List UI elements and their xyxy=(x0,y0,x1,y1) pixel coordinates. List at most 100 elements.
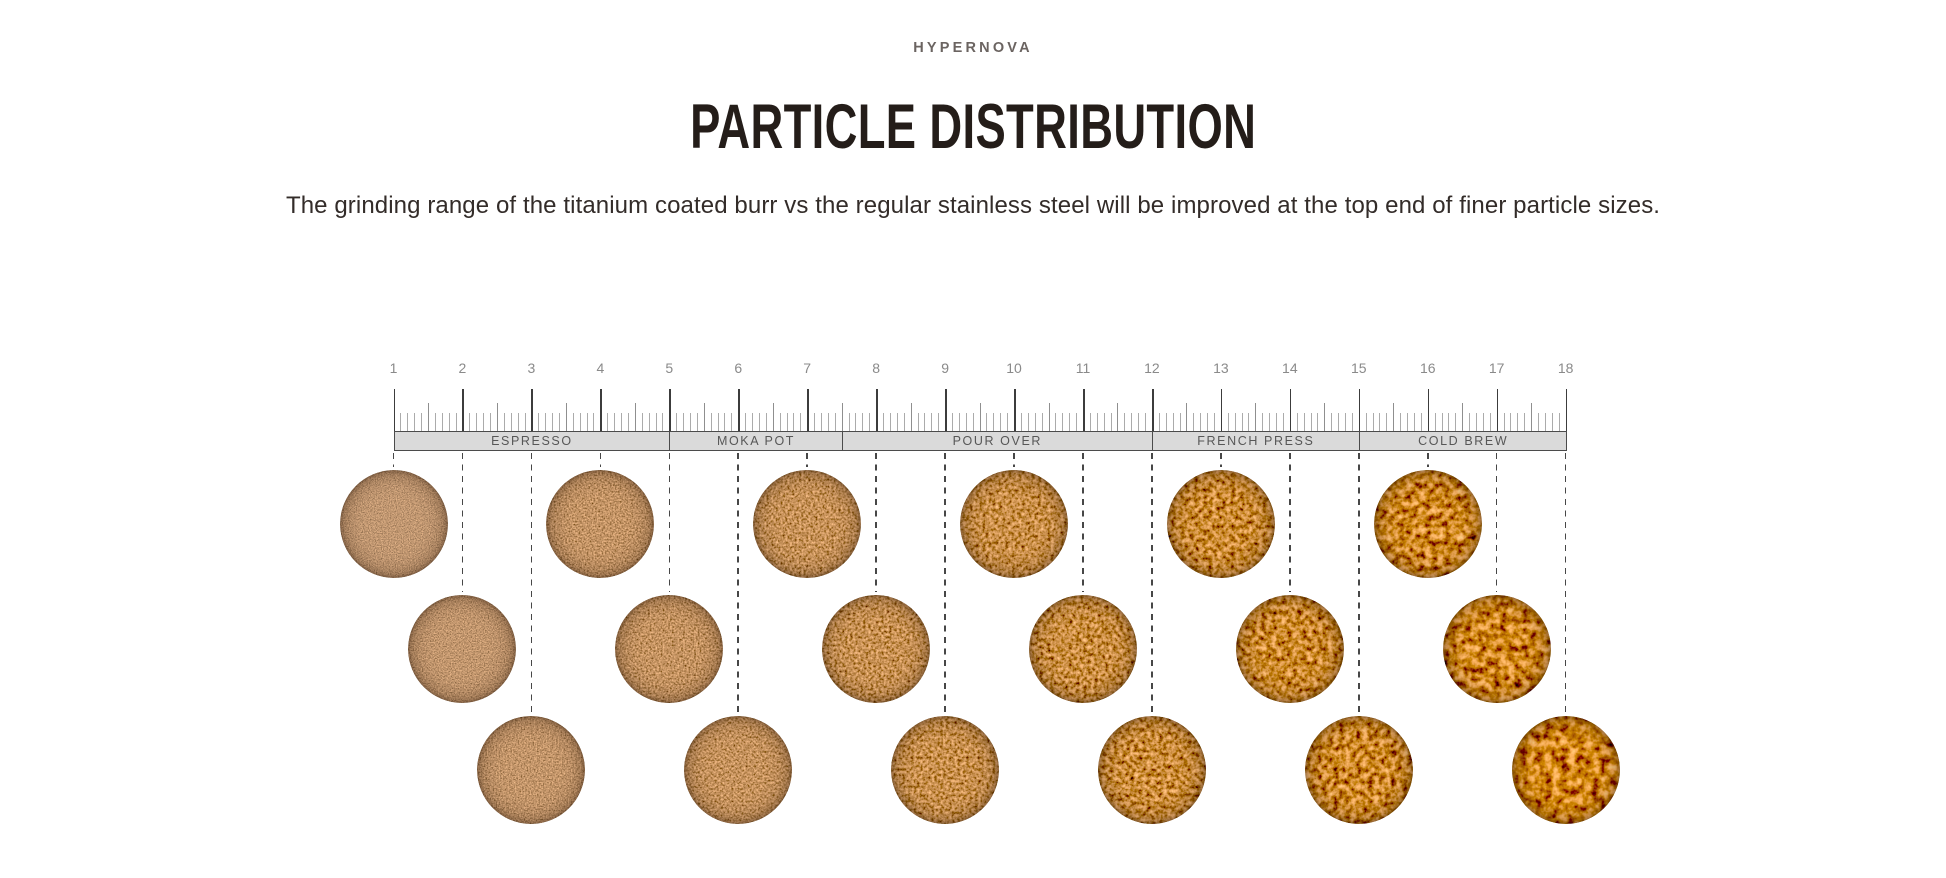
tick-mark xyxy=(1062,413,1064,431)
tick-mark xyxy=(1282,413,1284,431)
tick-mark xyxy=(1000,413,1002,431)
grind-sample-6 xyxy=(684,716,793,824)
tick-mark xyxy=(1248,413,1250,431)
tick-mark xyxy=(648,413,650,431)
tick-mark xyxy=(545,413,547,431)
tick-mark xyxy=(1124,413,1126,431)
tick-mark xyxy=(641,413,643,431)
guide-line-6 xyxy=(737,453,740,713)
tick-mark xyxy=(1220,389,1223,431)
guide-line-5 xyxy=(668,453,671,592)
tick-mark xyxy=(951,413,953,431)
guide-line-9 xyxy=(944,453,946,713)
ruler-number-10: 10 xyxy=(1006,360,1022,376)
tick-mark xyxy=(1531,403,1533,431)
tick-mark xyxy=(1469,413,1471,431)
tick-mark xyxy=(1565,389,1568,431)
guide-line-8 xyxy=(875,453,877,592)
tick-mark xyxy=(531,389,533,431)
tick-mark xyxy=(1310,413,1312,431)
grind-sample-11 xyxy=(1029,594,1137,703)
zone-pour-over: POUR OVER xyxy=(843,432,1153,450)
ruler-number-17: 17 xyxy=(1488,360,1505,376)
guide-line-2 xyxy=(461,453,464,592)
grind-sample-17 xyxy=(1442,594,1551,703)
tick-mark xyxy=(841,403,843,431)
tick-mark xyxy=(1538,413,1540,431)
tick-mark xyxy=(689,413,691,431)
tick-mark xyxy=(393,389,396,431)
tick-mark xyxy=(1069,413,1071,431)
tick-mark xyxy=(1434,413,1436,431)
tick-mark xyxy=(414,413,416,431)
tick-mark xyxy=(1262,413,1264,431)
tick-mark xyxy=(1083,389,1085,431)
tick-mark xyxy=(862,413,864,431)
tick-mark xyxy=(1227,413,1229,431)
tick-mark xyxy=(703,403,705,431)
tick-mark xyxy=(731,413,733,431)
tick-mark xyxy=(869,413,871,431)
tick-mark xyxy=(1524,413,1526,431)
tick-mark xyxy=(1200,413,1202,431)
tick-mark xyxy=(1303,413,1305,431)
zone-espresso: ESPRESSO xyxy=(395,432,671,450)
tick-mark xyxy=(848,413,850,431)
tick-mark xyxy=(924,413,926,431)
grind-sample-8 xyxy=(822,594,931,703)
grind-sample-13 xyxy=(1166,470,1275,578)
tick-mark xyxy=(1544,413,1546,431)
tick-mark xyxy=(496,403,498,431)
tick-mark xyxy=(1020,413,1022,431)
tick-mark xyxy=(1034,413,1036,431)
tick-mark xyxy=(1165,413,1167,431)
tick-mark xyxy=(448,413,450,431)
tick-mark xyxy=(1420,413,1422,431)
guide-line-10 xyxy=(1013,453,1015,467)
tick-mark xyxy=(1089,413,1091,431)
tick-mark xyxy=(586,413,588,431)
grind-sample-12 xyxy=(1097,716,1206,824)
zone-moka-pot: MOKA POT xyxy=(670,432,843,450)
tick-mark xyxy=(1117,403,1119,431)
tick-mark xyxy=(1103,413,1105,431)
tick-mark xyxy=(1338,413,1340,431)
tick-mark xyxy=(1441,413,1443,431)
tick-mark xyxy=(1358,389,1361,431)
tick-mark xyxy=(1234,413,1236,431)
tick-mark xyxy=(400,413,402,431)
tick-mark xyxy=(814,413,816,431)
grind-sample-7 xyxy=(753,470,862,578)
tick-mark xyxy=(1296,413,1298,431)
tick-mark xyxy=(945,389,947,431)
guide-line-12 xyxy=(1151,453,1153,713)
tick-mark xyxy=(476,413,478,431)
tick-mark xyxy=(441,413,443,431)
tick-mark xyxy=(552,413,554,431)
grind-sample-2 xyxy=(408,594,517,703)
tick-mark xyxy=(931,413,933,431)
tick-mark xyxy=(1455,413,1457,431)
tick-mark xyxy=(676,413,678,431)
tick-mark xyxy=(800,413,802,431)
tick-mark xyxy=(1131,413,1133,431)
tick-mark xyxy=(1207,413,1209,431)
tick-mark xyxy=(421,413,423,431)
guide-line-4 xyxy=(599,453,602,467)
grind-sample-16 xyxy=(1373,470,1482,578)
tick-mark xyxy=(827,413,829,431)
ruler-number-4: 4 xyxy=(596,360,605,376)
guide-line-18 xyxy=(1564,453,1567,713)
tick-mark xyxy=(621,413,623,431)
tick-mark xyxy=(669,389,671,431)
tick-mark xyxy=(696,413,698,431)
ruler-number-14: 14 xyxy=(1282,360,1298,376)
page-title: PARTICLE DISTRIBUTION xyxy=(689,92,1257,162)
tick-mark xyxy=(1041,413,1043,431)
tick-mark xyxy=(1427,389,1430,431)
tick-mark xyxy=(986,413,988,431)
tick-mark xyxy=(807,389,809,431)
tick-mark xyxy=(1372,413,1374,431)
ruler-number-6: 6 xyxy=(734,360,743,376)
tick-mark xyxy=(965,413,967,431)
